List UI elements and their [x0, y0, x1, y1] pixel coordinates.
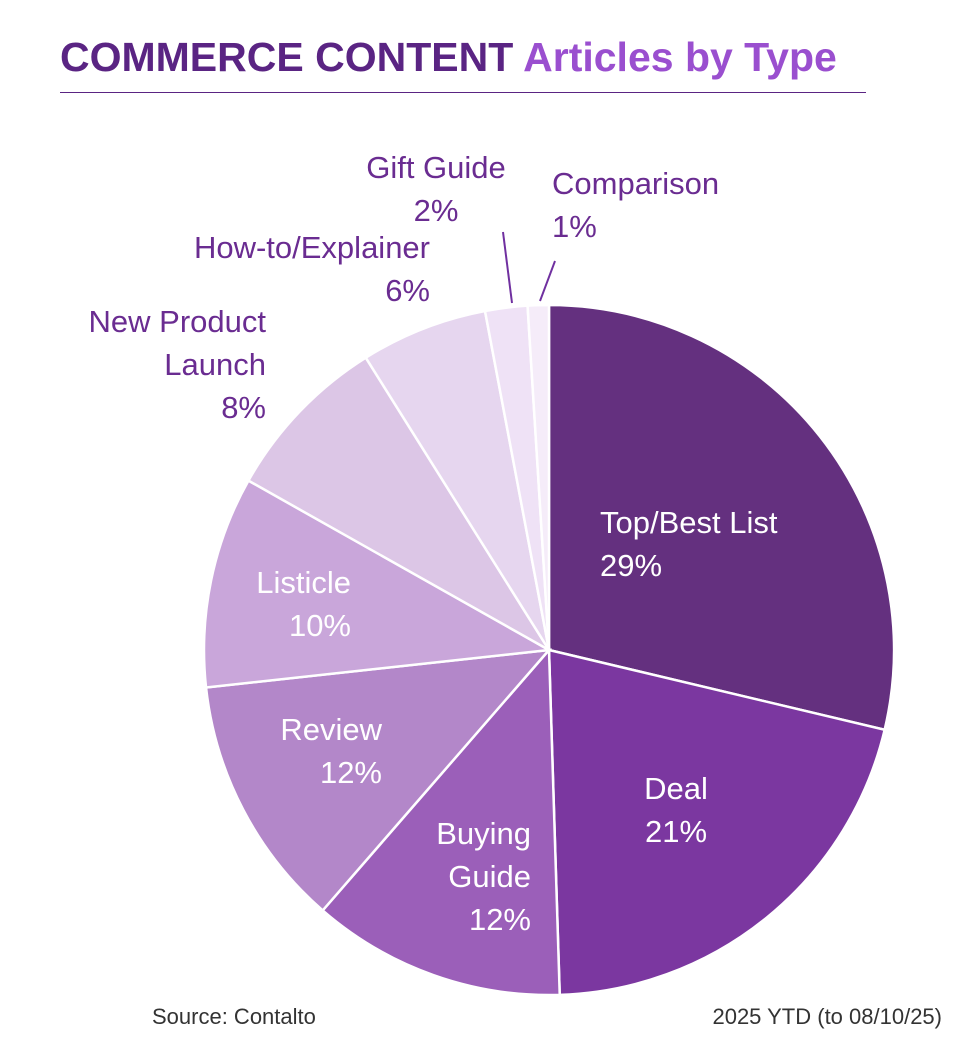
pie-slice [204, 648, 553, 913]
pie-slice [364, 309, 551, 651]
note: 2025 YTD (to 08/10/25) [712, 1004, 942, 1029]
category-label: Top/Best List [600, 505, 778, 540]
leader-line [539, 260, 556, 302]
category-label: New Product Launch [88, 304, 266, 382]
value-label: 12% [468, 902, 531, 937]
category-label: Listicle [256, 565, 351, 600]
category-label: Review [280, 712, 382, 747]
subtitle: Articles by Type [523, 34, 837, 80]
slice-label: New Product Launch 8% [36, 300, 266, 429]
pie-slice [547, 303, 896, 732]
value-label: 12% [319, 755, 382, 790]
leader-line [502, 231, 513, 304]
category-label: Comparison [552, 166, 720, 201]
chart-title: COMMERCE CONTENT Articles by Type [60, 34, 837, 81]
pie-slice [202, 478, 554, 689]
category-label: Buying Guide [436, 816, 531, 894]
slice-label: How-to/Explainer 6% [130, 226, 430, 312]
pie-slice [547, 648, 887, 997]
pie-slice [320, 646, 562, 997]
slice-label: Gift Guide 2% [336, 146, 536, 232]
value-label: 2% [413, 193, 459, 228]
title-rule [60, 92, 866, 93]
pie-slice [526, 303, 551, 651]
category-label: Deal [644, 771, 708, 806]
category-label: How-to/Explainer [193, 230, 430, 265]
slice-label: Comparison 1% [552, 162, 772, 248]
slice-label: Review 12% [182, 708, 382, 794]
pie-slice [246, 355, 551, 652]
value-label: 21% [644, 814, 708, 849]
slice-label: Listicle 10% [151, 561, 351, 647]
slice-label: Buying Guide 12% [401, 812, 531, 941]
value-label: 8% [221, 390, 266, 425]
slice-label: Top/Best List 29% [600, 501, 860, 587]
source: Source: Contalto [152, 1004, 316, 1029]
value-label: 29% [600, 548, 663, 583]
title: COMMERCE CONTENT [60, 34, 514, 80]
value-label: 1% [552, 209, 597, 244]
value-label: 6% [385, 273, 430, 308]
slice-label: Deal 21% [576, 767, 776, 853]
value-label: 10% [288, 608, 351, 643]
category-label: Gift Guide [366, 150, 506, 185]
